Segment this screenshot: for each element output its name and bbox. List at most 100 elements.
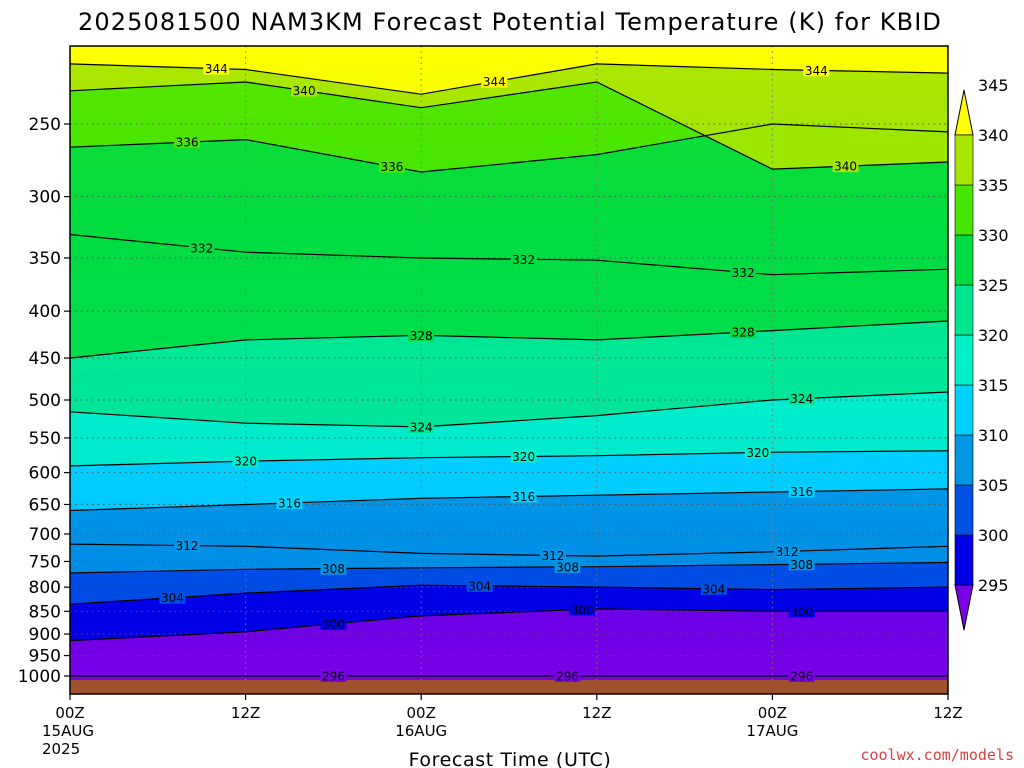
contour-label-bg xyxy=(554,559,581,573)
colorbar-swatch xyxy=(954,434,974,486)
contour-label: 344 xyxy=(205,62,228,76)
contour-label: 304 xyxy=(702,582,725,596)
contour-label: 316 xyxy=(512,490,535,504)
colorbar-label: 330 xyxy=(978,226,1009,245)
contour-label-bg xyxy=(174,538,201,552)
contour-label-bg xyxy=(510,252,537,266)
x-tick-label: 2025 xyxy=(42,740,80,758)
contour-label: 296 xyxy=(556,670,579,684)
colorbar-label: 315 xyxy=(978,376,1009,395)
temperature-band xyxy=(70,544,948,573)
contour-label: 324 xyxy=(790,392,813,406)
y-tick-label: 550 xyxy=(29,429,61,449)
contour-label-bg xyxy=(276,495,303,509)
y-tick-label: 800 xyxy=(29,578,61,598)
contour-label-bg xyxy=(803,63,830,77)
colorbar-label: 335 xyxy=(978,176,1009,195)
temperature-band xyxy=(70,562,948,605)
temperature-band xyxy=(70,46,948,95)
colorbar-label: 310 xyxy=(978,426,1009,445)
chart-title: 2025081500 NAM3KM Forecast Potential Tem… xyxy=(78,8,942,36)
contour-label: 344 xyxy=(805,64,828,78)
temperature-band xyxy=(70,234,948,358)
plot-frame xyxy=(69,45,949,695)
contour-label-bg xyxy=(320,561,347,575)
credit-label: coolwx.com/models xyxy=(860,746,1014,764)
contour-label-bg xyxy=(320,669,347,682)
temperature-band xyxy=(70,392,948,466)
x-tick-label: 12Z xyxy=(231,704,260,722)
contour-label-bg xyxy=(774,544,801,558)
contour-label: 300 xyxy=(790,605,813,619)
colorbar-extend-top xyxy=(954,89,974,136)
contour-label: 312 xyxy=(541,549,564,563)
colorbar-label: 340 xyxy=(978,126,1009,145)
contour-label-bg xyxy=(730,325,757,339)
y-tick-label: 350 xyxy=(29,249,61,269)
y-tick-label: 1000 xyxy=(18,667,61,687)
colorbar-label: 295 xyxy=(978,576,1009,595)
colorbar-label: 345 xyxy=(978,76,1009,95)
contour-label-bg xyxy=(788,391,815,405)
contour-label-bg xyxy=(378,159,405,173)
contour-label: 296 xyxy=(322,670,345,684)
contour-label: 324 xyxy=(410,420,433,434)
contour-line-340 xyxy=(69,81,949,170)
contour-label-bg xyxy=(510,449,537,463)
colorbar-swatch xyxy=(954,184,974,236)
contour-label: 304 xyxy=(161,591,184,605)
contour-label-bg xyxy=(232,454,259,468)
contour-label: 320 xyxy=(234,455,257,469)
contour-label-bg xyxy=(510,489,537,503)
colorbar-swatch xyxy=(954,334,974,386)
colorbar-swatch xyxy=(954,384,974,436)
temperature-band xyxy=(70,585,948,641)
colorbar-swatch xyxy=(954,234,974,286)
colorbar-label: 305 xyxy=(978,476,1009,495)
contour-label: 340 xyxy=(834,160,857,174)
contour-line-320 xyxy=(69,450,949,467)
colorbar-swatch xyxy=(954,134,974,186)
x-tick-label: 12Z xyxy=(582,704,611,722)
temperature-band xyxy=(70,82,948,172)
colorbar-label: 300 xyxy=(978,526,1009,545)
contour-label-bg xyxy=(730,265,757,279)
x-tick-label: 17AUG xyxy=(746,722,798,740)
contour-label-bg xyxy=(569,602,596,616)
y-tick-label: 850 xyxy=(29,602,61,622)
contour-label-bg xyxy=(788,557,815,571)
y-tick-label: 700 xyxy=(29,525,61,545)
colorbar: 295 300 305 310 315 320 325 330 335 340 345 xyxy=(954,76,1009,631)
y-tick-label: 250 xyxy=(29,115,61,135)
contour-label-bg xyxy=(700,581,727,595)
contour-line-304 xyxy=(69,584,949,605)
contour-label: 344 xyxy=(483,75,506,89)
contour-line-336 xyxy=(69,123,949,173)
contour-label: 332 xyxy=(190,241,213,255)
contour-label: 336 xyxy=(176,136,199,150)
colorbar-label: 320 xyxy=(978,326,1009,345)
colorbar-swatch xyxy=(954,484,974,536)
x-axis-label: Forecast Time (UTC) xyxy=(409,749,612,768)
y-axis: 250 300 350 400 450 500 550 600 650 700 750 800 850 9… xyxy=(18,115,70,687)
y-tick-label: 400 xyxy=(29,302,61,322)
y-tick-label: 600 xyxy=(29,464,61,484)
y-tick-label: 750 xyxy=(29,552,61,572)
contour-label-bg xyxy=(788,484,815,498)
y-tick-label: 450 xyxy=(29,349,61,369)
temperature-band xyxy=(70,63,948,170)
contour-label: 312 xyxy=(176,539,199,553)
y-tick-label: 500 xyxy=(29,391,61,411)
x-tick-label: 12Z xyxy=(933,704,962,722)
ground-surface xyxy=(70,680,948,694)
contour-label-bg xyxy=(174,135,201,149)
contour-label-bg xyxy=(554,669,581,682)
x-tick-label: 00Z xyxy=(407,704,436,722)
contour-label-bg xyxy=(408,419,435,433)
contour-label-bg xyxy=(159,590,186,604)
contour-label: 308 xyxy=(322,562,345,576)
y-tick-label: 300 xyxy=(29,188,61,208)
